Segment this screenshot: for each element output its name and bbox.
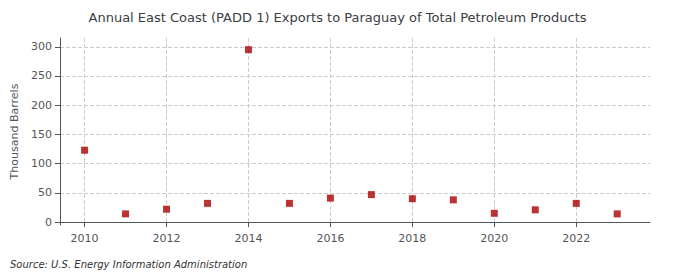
svg-text:Source: U.S. Energy Informatio: Source: U.S. Energy Information Administ… [10,259,247,270]
svg-text:100: 100 [31,157,52,170]
svg-text:150: 150 [31,128,52,141]
svg-text:250: 250 [31,69,52,82]
svg-text:2022: 2022 [562,232,590,245]
svg-text:200: 200 [31,99,52,112]
svg-text:2010: 2010 [71,232,99,245]
svg-text:Thousand Barrels: Thousand Barrels [8,83,21,180]
svg-text:Annual East Coast (PADD 1) Exp: Annual East Coast (PADD 1) Exports to Pa… [89,10,587,25]
svg-text:2016: 2016 [316,232,344,245]
svg-text:50: 50 [38,186,52,199]
svg-text:0: 0 [45,216,52,229]
svg-text:2012: 2012 [153,232,181,245]
svg-text:2014: 2014 [234,232,262,245]
svg-text:2020: 2020 [480,232,508,245]
svg-text:300: 300 [31,40,52,53]
svg-text:2018: 2018 [398,232,426,245]
